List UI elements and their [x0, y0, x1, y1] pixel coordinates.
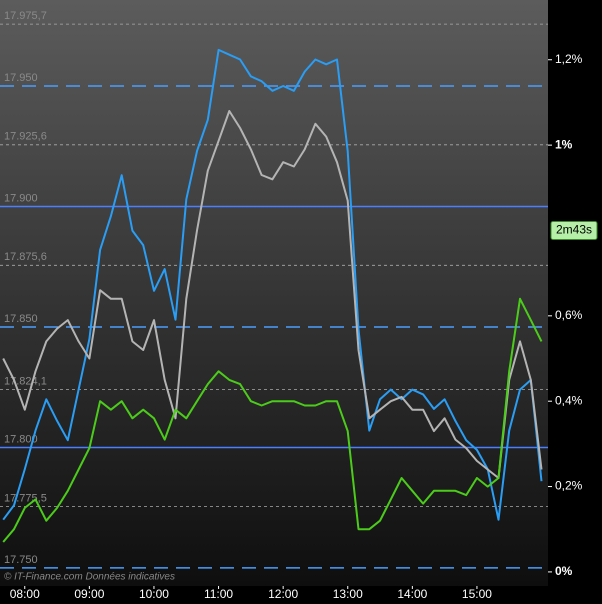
countdown-badge [550, 220, 598, 240]
series-line [2, 297, 543, 543]
y-tick-label: 17.950 [4, 72, 38, 84]
y-tick-label: 17.975,7 [4, 10, 47, 22]
y-tick-label: 17.875,6 [4, 251, 47, 263]
x-tick-label: 14:00 [397, 587, 427, 601]
y2-tick-label: 0% [555, 564, 573, 578]
y-tick-label: 17.800 [4, 433, 38, 445]
x-tick-label: 11:00 [204, 587, 233, 601]
x-tick-label: 09:00 [74, 587, 104, 601]
y2-tick-label: 1,2% [555, 52, 583, 66]
x-tick-label: 08:00 [10, 587, 40, 601]
y-tick-label: 17.824,1 [4, 375, 47, 387]
x-tick-label: 15:00 [462, 587, 492, 601]
y-tick-label: 17.775,5 [4, 492, 47, 504]
y2-tick-label: 1% [555, 137, 573, 151]
countdown-label: 2m43s [556, 223, 592, 237]
series-line [2, 48, 543, 521]
y-tick-label: 17.900 [4, 192, 38, 204]
y-tick-label: 17.750 [4, 554, 38, 566]
y2-tick-label: 0,2% [555, 479, 583, 493]
y2-tick-label: 0,4% [555, 393, 583, 407]
series-line [2, 110, 543, 479]
y-tick-label: 17.850 [4, 313, 38, 325]
x-tick-label: 12:00 [268, 587, 298, 601]
x-tick-label: 13:00 [333, 587, 363, 601]
y2-tick-label: 0,6% [555, 308, 583, 322]
copyright: © IT-Finance.com Données indicatives [4, 572, 175, 583]
right-axis-panel [548, 0, 602, 604]
y-tick-label: 17.925,6 [4, 131, 47, 143]
x-tick-label: 10:00 [139, 587, 169, 601]
plot-area [0, 0, 548, 586]
bottom-axis-panel [0, 586, 548, 604]
